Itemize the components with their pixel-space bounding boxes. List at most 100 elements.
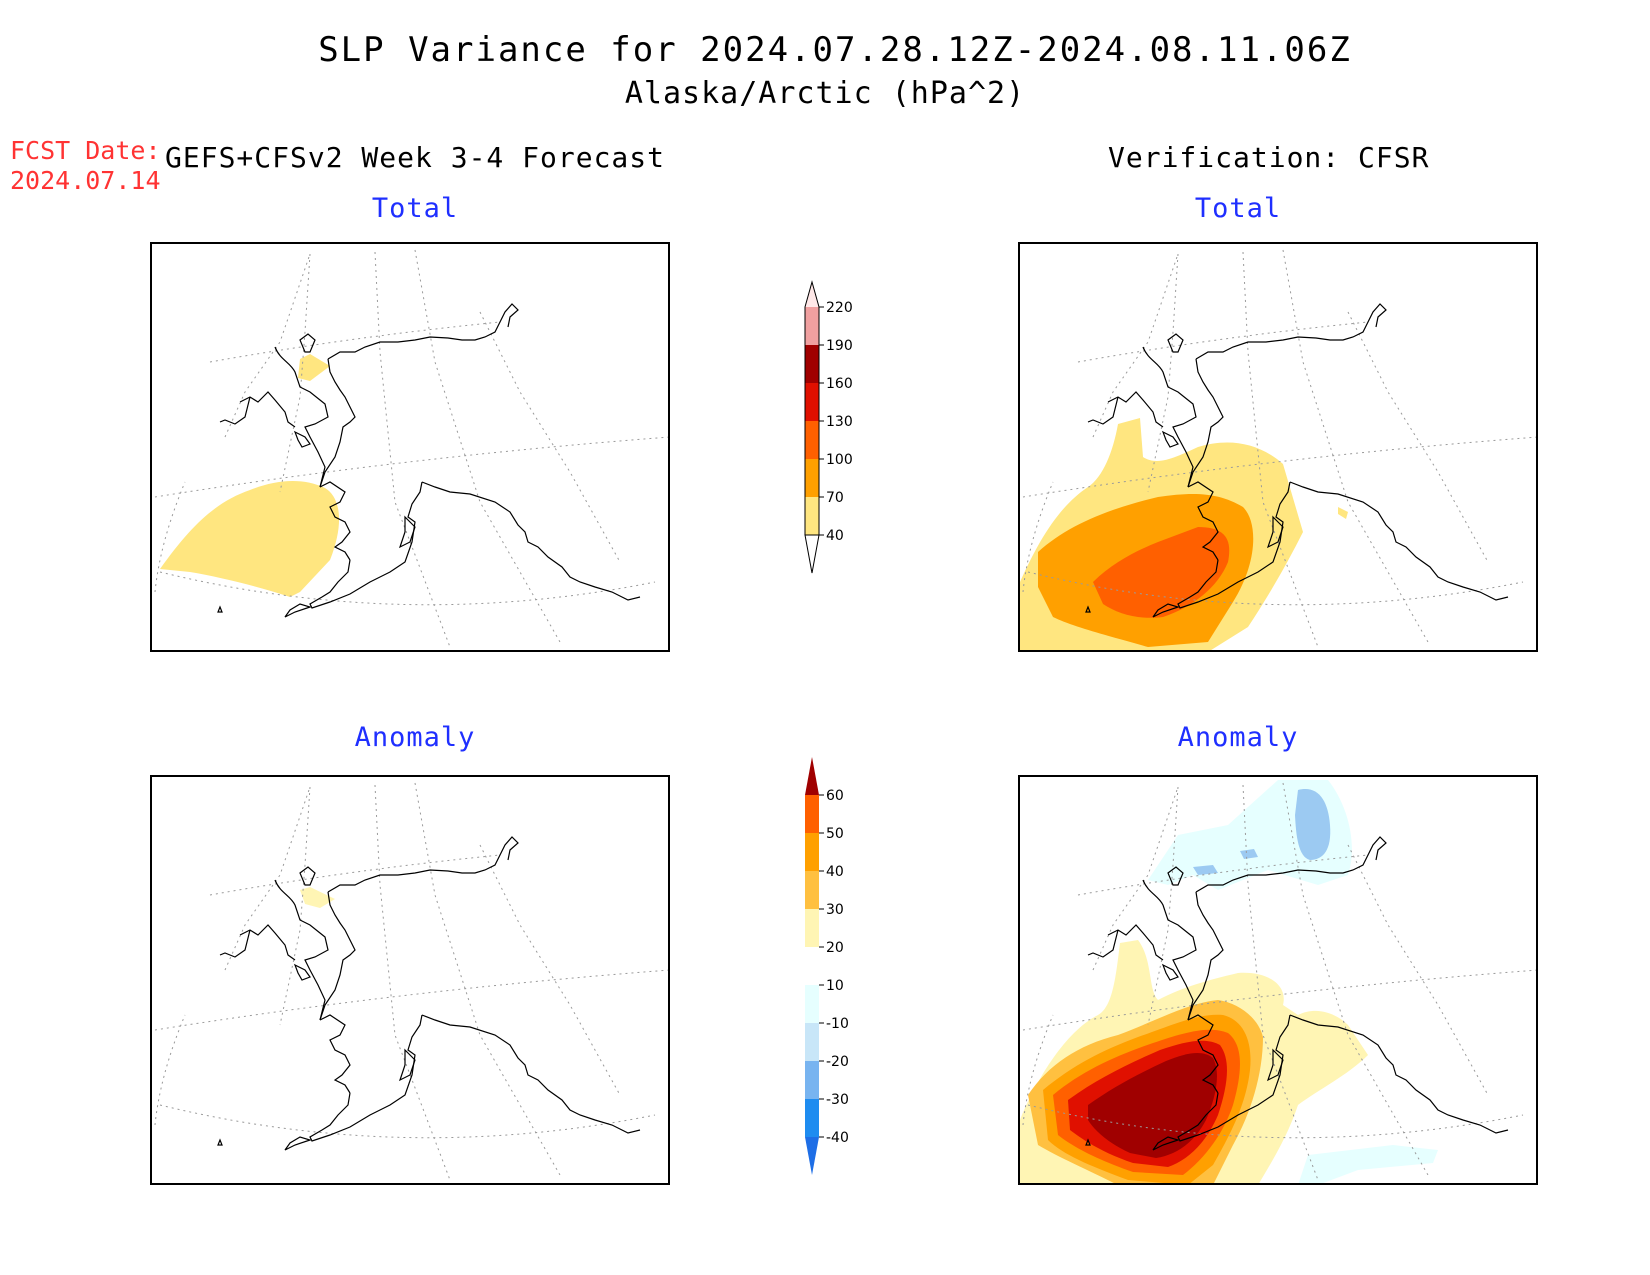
coastline (284, 603, 312, 618)
colorbar-swatch (805, 497, 819, 535)
verification-column-title: Verification: CFSR (1108, 141, 1430, 174)
forecast-anomaly-svg (150, 775, 670, 1185)
colorbar-top-arrow (805, 282, 819, 307)
coastline (319, 358, 356, 488)
coastline (319, 891, 356, 1021)
contour-gt-60 (1088, 1052, 1217, 1158)
colorbar-tick-label: -40 (826, 1130, 849, 1146)
graticule-line (154, 481, 186, 593)
colorbar-swatch (805, 421, 819, 459)
verification-total-map (1018, 242, 1538, 652)
coastline (1187, 358, 1224, 488)
colorbar-swatch (805, 383, 819, 421)
graticule-line (1282, 249, 1429, 643)
coastline (319, 1014, 351, 1094)
graticule-line (414, 249, 561, 643)
coastline (1142, 879, 1197, 1021)
coastline (1177, 481, 1291, 609)
coastline (239, 391, 296, 428)
graticule-line (1347, 844, 1489, 1096)
map-frame (150, 775, 670, 1185)
coastline (1266, 515, 1284, 549)
coastline (1152, 1136, 1180, 1151)
map-frame (150, 242, 670, 652)
colorbar-tick-label: 40 (826, 864, 844, 880)
coastline (1289, 481, 1509, 601)
coastline (398, 515, 416, 549)
graticule-line (224, 786, 311, 971)
colorbar-swatch (805, 909, 819, 947)
graticule-line (479, 844, 621, 1096)
colorbar-bottom-arrow (805, 1137, 819, 1175)
graticule-line (1022, 436, 1538, 498)
forecast-anomaly-map (150, 775, 670, 1185)
graticule-line (1077, 854, 1369, 896)
contour-neg10-neg20 (1298, 1145, 1438, 1185)
coastline (1107, 924, 1164, 961)
colorbar-swatch (805, 947, 819, 985)
colorbar-tick-label: -30 (826, 1092, 849, 1108)
coastline (217, 605, 223, 613)
contour-neg20-neg30 (1295, 789, 1331, 860)
colorbar-swatch (805, 1061, 819, 1099)
graticule-line (1022, 969, 1538, 1031)
colorbar-swatch (805, 1099, 819, 1137)
colorbar-tick-label: 40 (826, 528, 844, 544)
coastline (1177, 1014, 1291, 1142)
fcst-date-block: FCST Date: 2024.07.14 (10, 136, 161, 196)
coastline (1167, 333, 1184, 353)
coastline (1085, 1138, 1091, 1146)
coastline (274, 346, 329, 488)
graticule-line (1092, 786, 1179, 971)
coastline (421, 481, 641, 601)
colorbar-tick-label: 220 (826, 300, 853, 316)
forecast-total-map (150, 242, 670, 652)
coastline (1167, 866, 1184, 886)
coastline (1266, 1048, 1284, 1082)
colorbar-tick-label: -10 (826, 1016, 849, 1032)
coastline (1195, 836, 1387, 893)
graticule-line (1242, 251, 1319, 648)
coastline (327, 303, 519, 360)
colorbar-tick-label: 30 (826, 902, 844, 918)
colorbar-swatch (805, 833, 819, 871)
coastline (1142, 346, 1197, 488)
coastline (1161, 430, 1179, 448)
coastline (284, 1136, 312, 1151)
map-frame (1018, 775, 1538, 1185)
colorbar-tick-label: 160 (826, 376, 853, 392)
colorbar-swatch (805, 345, 819, 383)
colorbar-swatch (805, 459, 819, 497)
graticule-line (414, 782, 561, 1176)
coastline (1087, 396, 1119, 425)
colorbar-tick-label: 130 (826, 414, 853, 430)
colorbar-tick-label: 10 (826, 978, 844, 994)
coastline (309, 1014, 423, 1142)
verification-anomaly-svg (1018, 775, 1538, 1185)
contour-10-20 (300, 887, 335, 908)
coastline (219, 396, 251, 425)
coastline (217, 1138, 223, 1146)
chart-subtitle: Alaska/Arctic (hPa^2) (624, 76, 1026, 111)
graticule-line (159, 1104, 656, 1139)
coastline (293, 963, 311, 981)
coastline (1085, 605, 1091, 613)
coastline (1187, 481, 1219, 561)
forecast-total-svg (150, 242, 670, 652)
colorbar-bottom-arrow (804, 534, 820, 574)
verification-anomaly-map (1018, 775, 1538, 1185)
coastline (327, 836, 519, 893)
coastline (1161, 963, 1179, 981)
coastline (421, 1014, 641, 1134)
verification-total-svg (1018, 242, 1538, 652)
coastline (1187, 891, 1224, 1021)
graticule-line (1242, 784, 1319, 1181)
coastline (1289, 1014, 1509, 1134)
map-frame (1018, 242, 1538, 652)
coastline (239, 924, 296, 961)
coastline (1195, 303, 1387, 360)
forecast-anomaly-title: Anomaly (354, 722, 476, 753)
colorbar-swatch (805, 307, 819, 345)
colorbar-tick-label: 50 (826, 826, 844, 842)
coastline (1107, 391, 1164, 428)
